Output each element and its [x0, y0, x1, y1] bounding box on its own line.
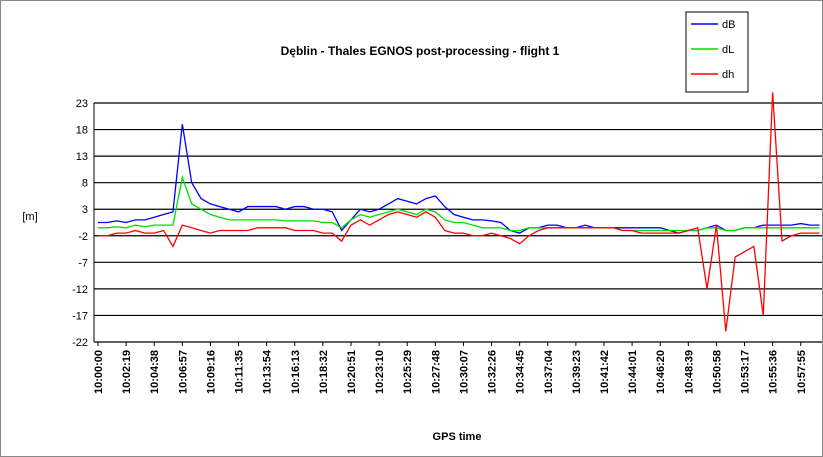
x-axis-label: GPS time [433, 431, 482, 443]
y-tick-label: -2 [78, 231, 88, 243]
x-tick-label: 10:04:38 [149, 350, 161, 394]
x-tick-label: 10:20:51 [346, 350, 358, 394]
legend-label: dB [722, 19, 735, 31]
y-tick-label: 23 [76, 98, 88, 110]
x-tick-label: 10:48:39 [683, 350, 695, 394]
x-tick-label: 10:25:29 [402, 350, 414, 394]
y-tick-label: -7 [78, 257, 88, 269]
x-tick-label: 10:34:45 [515, 350, 527, 394]
x-tick-label: 10:32:26 [487, 350, 499, 394]
x-tick-label: 10:16:13 [290, 350, 302, 394]
x-tick-label: 10:23:10 [374, 350, 386, 394]
x-tick-label: 10:55:36 [768, 350, 780, 394]
x-tick-label: 10:09:16 [205, 350, 217, 394]
x-tick-label: 10:02:19 [121, 350, 133, 394]
x-tick-label: 10:53:17 [740, 350, 752, 394]
x-tick-label: 10:27:48 [430, 350, 442, 394]
y-tick-label: 8 [82, 178, 88, 190]
x-tick-label: 10:46:20 [655, 350, 667, 394]
x-tick-label: 10:37:04 [543, 349, 555, 394]
y-tick-label: -17 [72, 310, 88, 322]
legend-label: dL [722, 44, 734, 56]
chart-title: Dęblin - Thales EGNOS post-processing - … [281, 44, 560, 58]
x-tick-label: 10:30:07 [458, 350, 470, 394]
data-line [98, 174, 820, 232]
x-tick-label: 10:50:58 [711, 350, 723, 394]
x-tick-label: 10:13:54 [262, 349, 274, 394]
x-tick-label: 10:44:01 [627, 350, 639, 394]
x-tick-label: 10:57:55 [796, 350, 808, 394]
y-tick-label: -12 [72, 284, 88, 296]
x-tick-label: 10:06:57 [177, 350, 189, 394]
y-tick-label: 18 [76, 125, 88, 137]
x-tick-label: 10:39:23 [571, 350, 583, 394]
x-tick-label: 10:41:42 [599, 350, 611, 394]
y-tick-label: 13 [76, 151, 88, 163]
y-tick-label: 3 [82, 204, 88, 216]
x-tick-label: 10:18:32 [318, 350, 330, 394]
data-line [98, 92, 820, 332]
x-tick-label: 10:11:35 [234, 350, 246, 393]
legend [685, 11, 749, 93]
y-tick-label: -22 [72, 337, 88, 349]
x-tick-label: 10:00:00 [93, 350, 105, 394]
legend-label: dh [722, 69, 734, 81]
y-axis-label: [m] [22, 211, 37, 223]
